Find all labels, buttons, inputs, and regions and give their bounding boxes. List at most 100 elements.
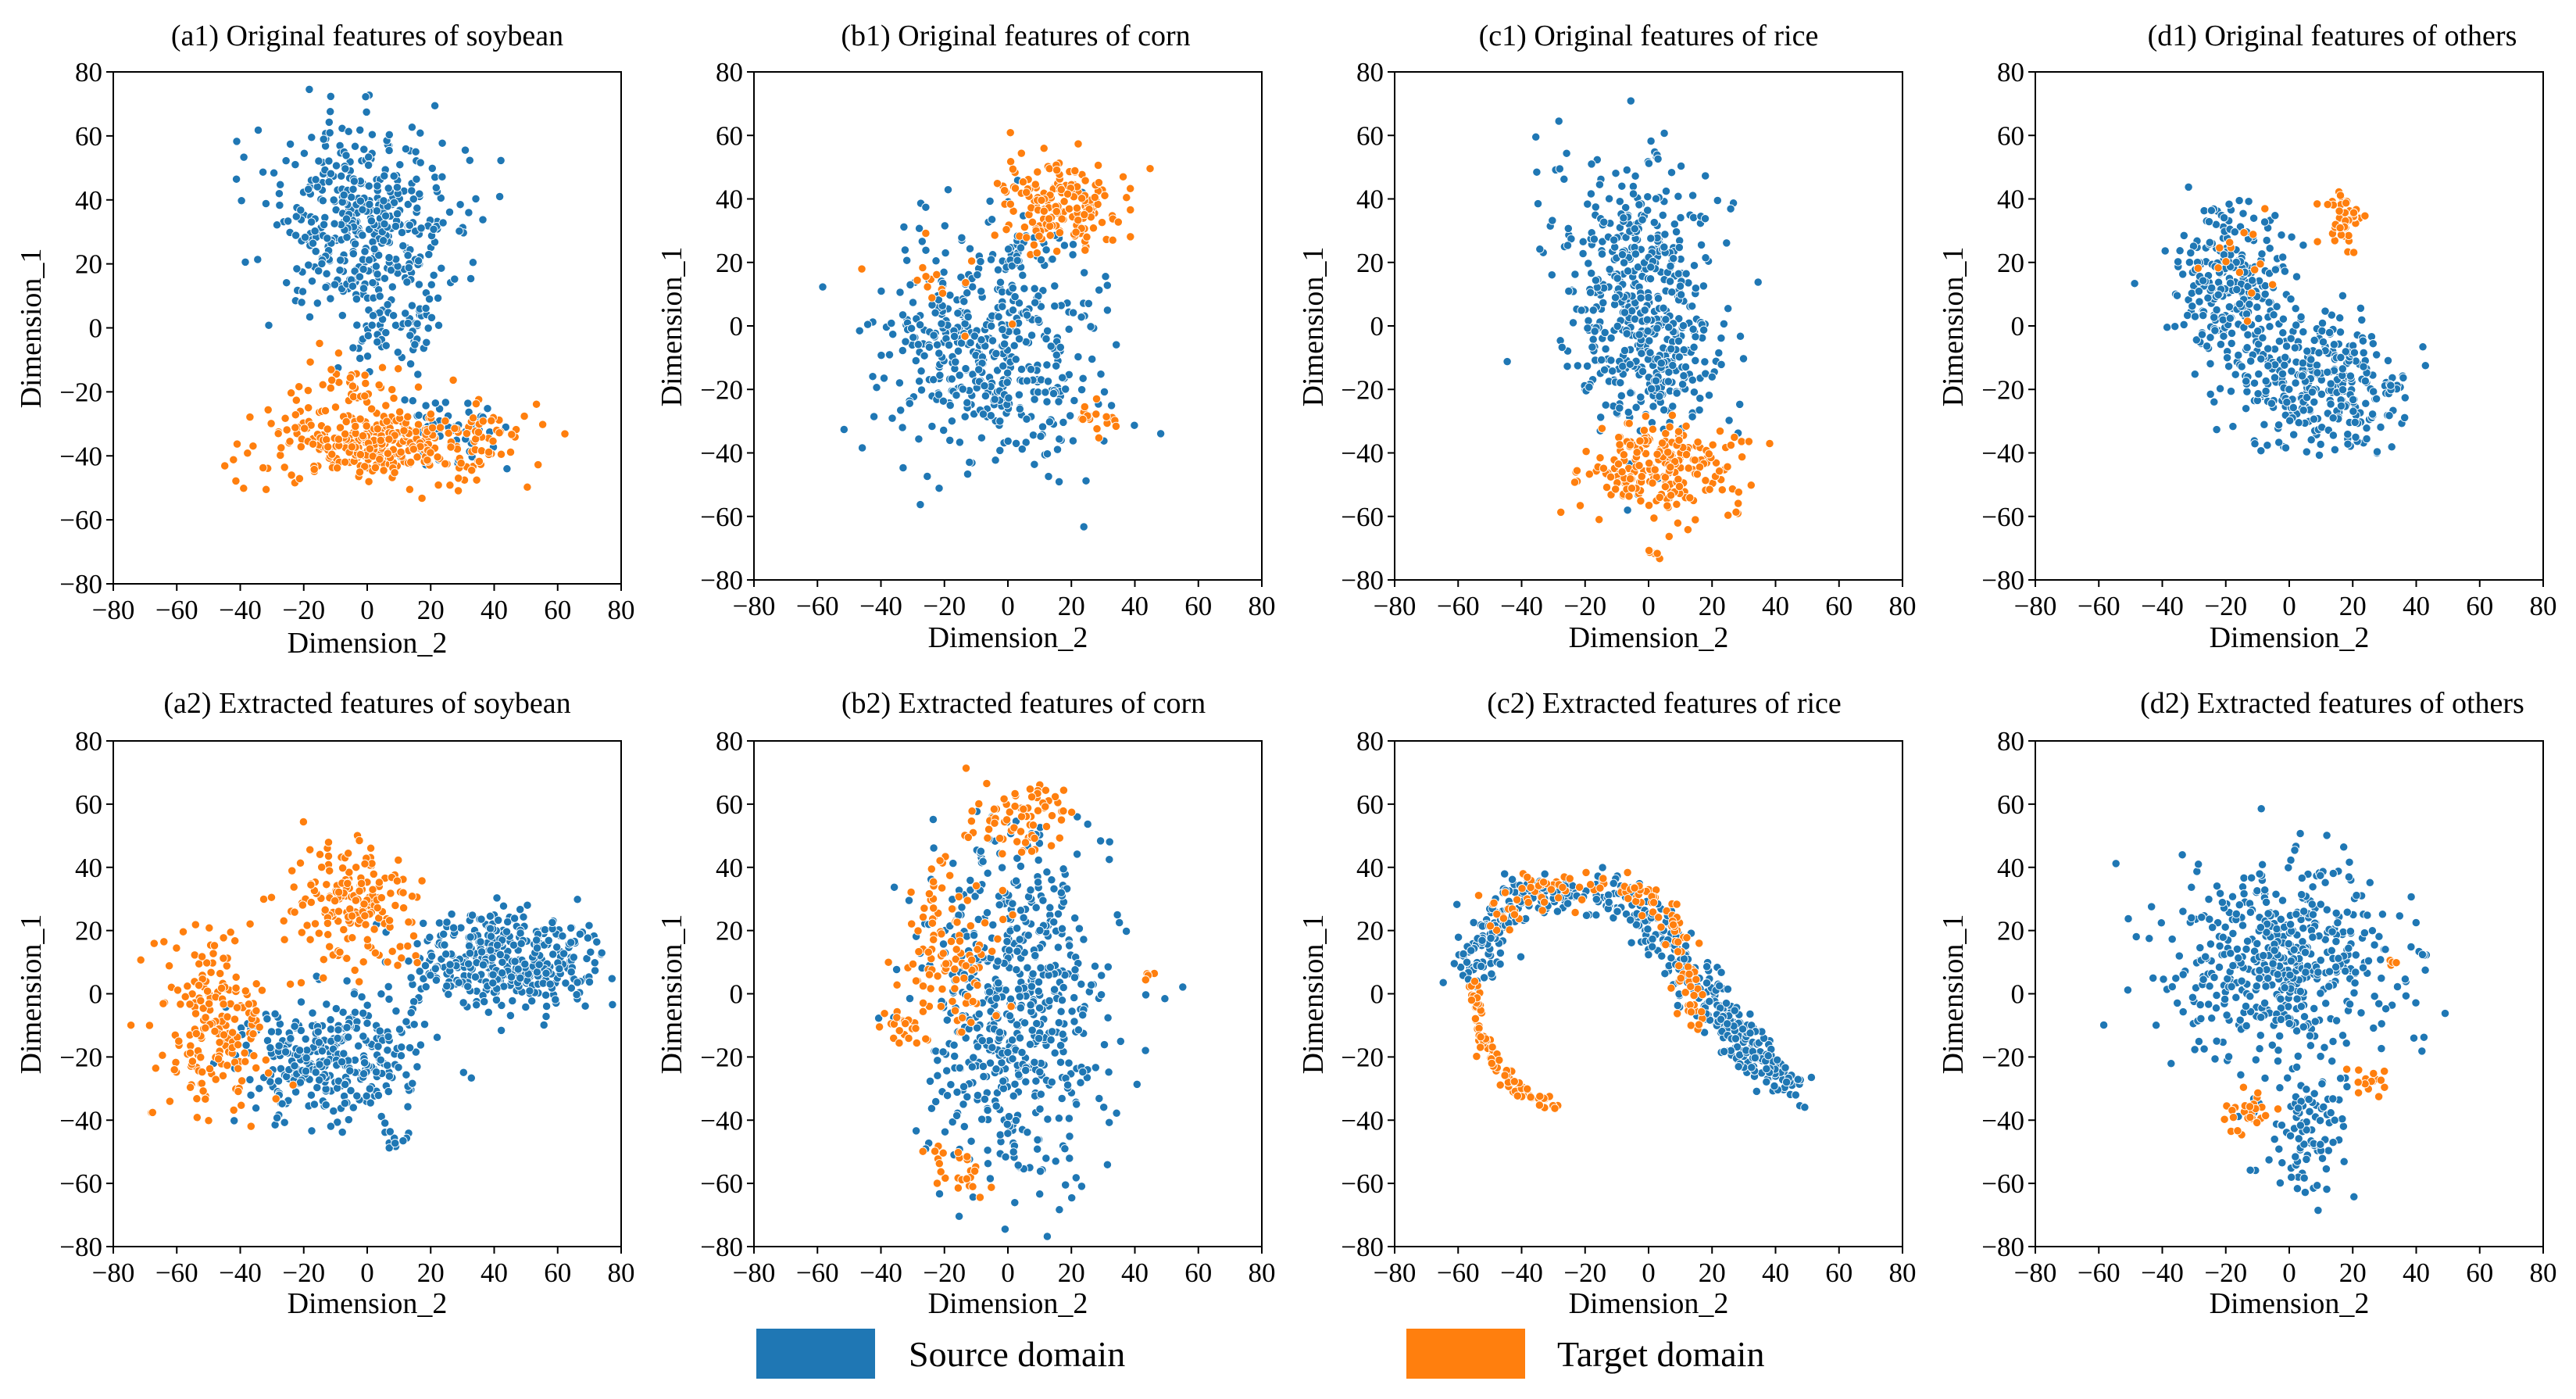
source-point xyxy=(1065,941,1074,950)
source-point xyxy=(1735,331,1745,341)
source-point xyxy=(953,346,963,356)
source-point xyxy=(942,1091,952,1100)
source-point xyxy=(966,1136,976,1146)
x-axis-label-a2: Dimension_2 xyxy=(288,1287,448,1320)
target-point xyxy=(1020,838,1031,847)
source-point xyxy=(381,1118,390,1128)
target-point xyxy=(374,380,384,390)
source-point xyxy=(313,1027,323,1036)
source-point xyxy=(1035,1190,1045,1199)
source-point xyxy=(1631,403,1641,412)
target-point xyxy=(1030,833,1039,843)
target-point xyxy=(1575,501,1585,510)
source-point xyxy=(1077,313,1086,322)
target-point xyxy=(2235,267,2245,277)
target-point xyxy=(1059,197,1069,206)
source-point xyxy=(1005,1011,1015,1021)
y-tick-label: −40 xyxy=(59,1105,102,1136)
source-point xyxy=(370,244,379,254)
y-axis-label-a2: Dimension_1 xyxy=(15,914,48,1075)
source-point xyxy=(441,398,450,407)
target-point xyxy=(248,1029,258,1039)
target-point xyxy=(273,429,283,438)
source-point xyxy=(1001,1152,1010,1161)
source-point xyxy=(2291,378,2300,388)
source-point xyxy=(2216,339,2226,349)
source-point xyxy=(1615,197,1624,206)
source-point xyxy=(506,972,516,982)
source-point xyxy=(416,224,426,233)
y-tick-label: 60 xyxy=(75,789,102,820)
source-point xyxy=(1052,350,1061,360)
target-point xyxy=(192,1094,202,1104)
source-point xyxy=(339,190,348,200)
target-point xyxy=(338,863,348,873)
target-point xyxy=(1644,500,1654,510)
source-point xyxy=(263,1014,272,1024)
target-point xyxy=(183,982,192,991)
source-point xyxy=(1600,327,1610,338)
target-point xyxy=(1088,224,1099,233)
source-point xyxy=(921,245,931,255)
source-point xyxy=(438,218,448,227)
source-point xyxy=(1014,334,1024,344)
target-point xyxy=(918,263,927,273)
source-point xyxy=(1041,1154,1051,1163)
source-point xyxy=(925,1076,935,1086)
source-point xyxy=(1070,972,1080,982)
target-point xyxy=(325,942,334,951)
source-point xyxy=(2243,330,2253,340)
y-tick-label: −60 xyxy=(700,502,743,532)
target-point xyxy=(1072,203,1082,213)
source-point xyxy=(1016,861,1026,871)
source-point xyxy=(321,282,330,292)
source-point xyxy=(983,1105,992,1115)
source-point xyxy=(965,457,974,467)
source-point xyxy=(2343,429,2353,439)
source-point xyxy=(978,1061,988,1072)
target-point xyxy=(999,794,1009,803)
source-point xyxy=(915,320,925,330)
source-point xyxy=(1691,332,1700,342)
source-point xyxy=(2210,397,2219,406)
x-tick-label: −60 xyxy=(1437,591,1480,621)
target-point xyxy=(989,804,999,814)
source-point xyxy=(1056,888,1066,897)
source-point xyxy=(1012,1020,1022,1029)
y-tick-label: 40 xyxy=(1997,184,2024,215)
source-point xyxy=(290,1022,299,1031)
source-point xyxy=(1651,376,1661,385)
source-point xyxy=(1104,1068,1113,1077)
source-point xyxy=(349,989,359,999)
source-point xyxy=(2206,333,2215,342)
y-tick-label: 60 xyxy=(716,120,743,151)
source-point xyxy=(1659,303,1668,313)
source-point xyxy=(952,1087,962,1097)
source-point xyxy=(941,248,950,258)
source-point xyxy=(367,320,377,330)
source-point xyxy=(2261,376,2271,386)
source-point xyxy=(408,1079,417,1088)
target-point xyxy=(245,919,255,928)
source-point xyxy=(1652,324,1662,333)
source-point xyxy=(1653,294,1663,303)
source-point xyxy=(348,1103,358,1112)
source-point xyxy=(391,320,401,330)
x-axis-label-b1: Dimension_2 xyxy=(928,621,1088,654)
source-point xyxy=(1059,982,1068,993)
source-point xyxy=(1003,436,1013,446)
source-point xyxy=(427,280,436,289)
x-tick-label: 40 xyxy=(2403,591,2430,621)
source-point xyxy=(362,1091,371,1100)
source-point xyxy=(326,107,335,116)
source-point xyxy=(994,978,1003,988)
source-point xyxy=(1018,270,1027,280)
source-point xyxy=(306,1090,316,1100)
source-point xyxy=(354,1041,363,1050)
source-point xyxy=(2242,309,2252,319)
target-point xyxy=(1056,184,1066,195)
source-point xyxy=(905,993,915,1004)
target-point xyxy=(2221,257,2231,267)
y-axis-label-c1: Dimension_1 xyxy=(1297,247,1330,407)
source-point xyxy=(2277,231,2286,240)
